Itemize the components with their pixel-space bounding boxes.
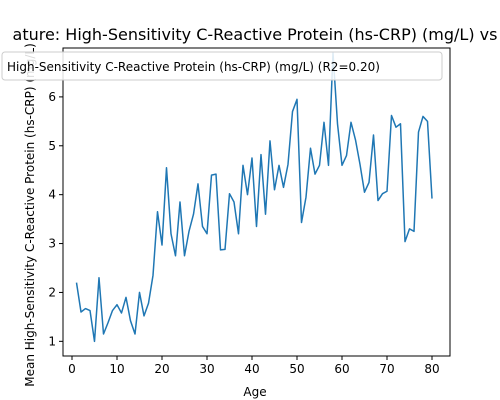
legend-box <box>1 51 443 81</box>
y-tick-label: 6 <box>48 90 56 104</box>
axes-frame <box>62 47 451 357</box>
legend: High-Sensitivity C-Reactive Protein (hs-… <box>1 51 443 81</box>
x-tick-label: 20 <box>154 362 169 376</box>
series-line-0 <box>75 52 433 343</box>
y-axis-label: Mean High-Sensitivity C-Reactive Protein… <box>23 43 37 386</box>
legend-entry-label: High-Sensitivity C-Reactive Protein (hs-… <box>7 60 380 74</box>
y-tick-label: 2 <box>48 285 56 299</box>
x-axis-label: Age <box>243 385 266 399</box>
y-tick-label: 4 <box>48 188 56 202</box>
x-tick-label: 50 <box>289 362 304 376</box>
plot-area: 0 10 20 30 40 50 60 70 80 1 2 3 4 5 6 <box>48 47 451 376</box>
x-tick-label: 40 <box>244 362 259 376</box>
y-tick-label: 1 <box>48 334 56 348</box>
y-tick-label: 5 <box>48 139 56 153</box>
x-tick-label: 70 <box>379 362 394 376</box>
x-tick-label: 60 <box>334 362 349 376</box>
y-tick-label: 3 <box>48 237 56 251</box>
x-tick-label: 0 <box>68 362 76 376</box>
chart-title: ature: High-Sensitivity C-Reactive Prote… <box>13 25 498 44</box>
x-tick-label: 30 <box>199 362 214 376</box>
x-tick-label: 10 <box>109 362 124 376</box>
x-tick-label: 80 <box>424 362 439 376</box>
